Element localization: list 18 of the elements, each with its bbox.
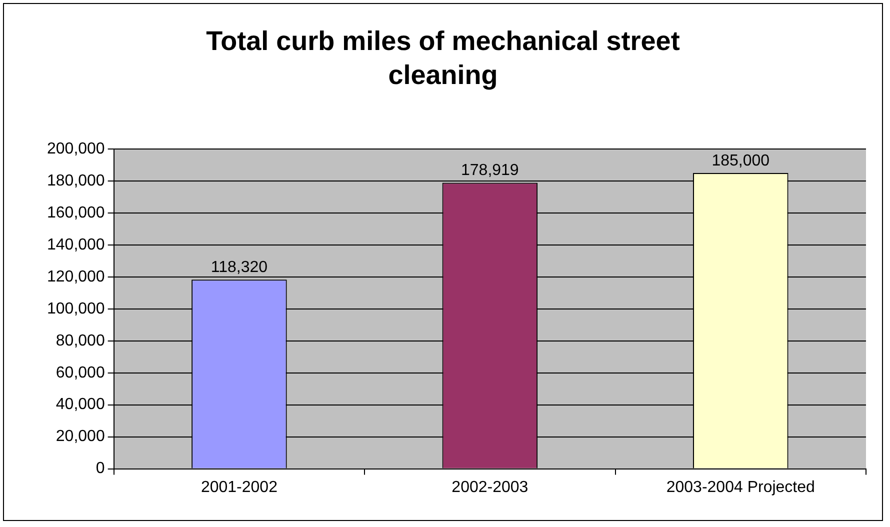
y-tick-label: 200,000 <box>46 140 105 158</box>
x-tick-label: 2002-2003 <box>452 478 528 496</box>
x-tick-label: 2003-2004 Projected <box>666 478 815 496</box>
chart-title: Total curb miles of mechanical street cleaning <box>205 25 681 92</box>
y-tick-label: 80,000 <box>56 332 105 350</box>
y-tick-label: 180,000 <box>46 172 105 190</box>
y-tick-label: 20,000 <box>56 428 105 446</box>
y-tick-label: 0 <box>96 460 105 478</box>
data-label: 185,000 <box>712 152 770 170</box>
x-tick-label: 2001-2002 <box>200 478 278 496</box>
y-tick-label: 160,000 <box>46 204 105 222</box>
y-tick-label: 120,000 <box>46 268 105 286</box>
y-tick-label: 140,000 <box>46 236 105 254</box>
y-tick-label: 60,000 <box>56 364 105 382</box>
data-label: 118,320 <box>210 259 268 276</box>
y-tick-label: 40,000 <box>56 396 105 414</box>
data-label: 178,919 <box>460 162 519 180</box>
y-tick-label: 100,000 <box>46 300 105 318</box>
